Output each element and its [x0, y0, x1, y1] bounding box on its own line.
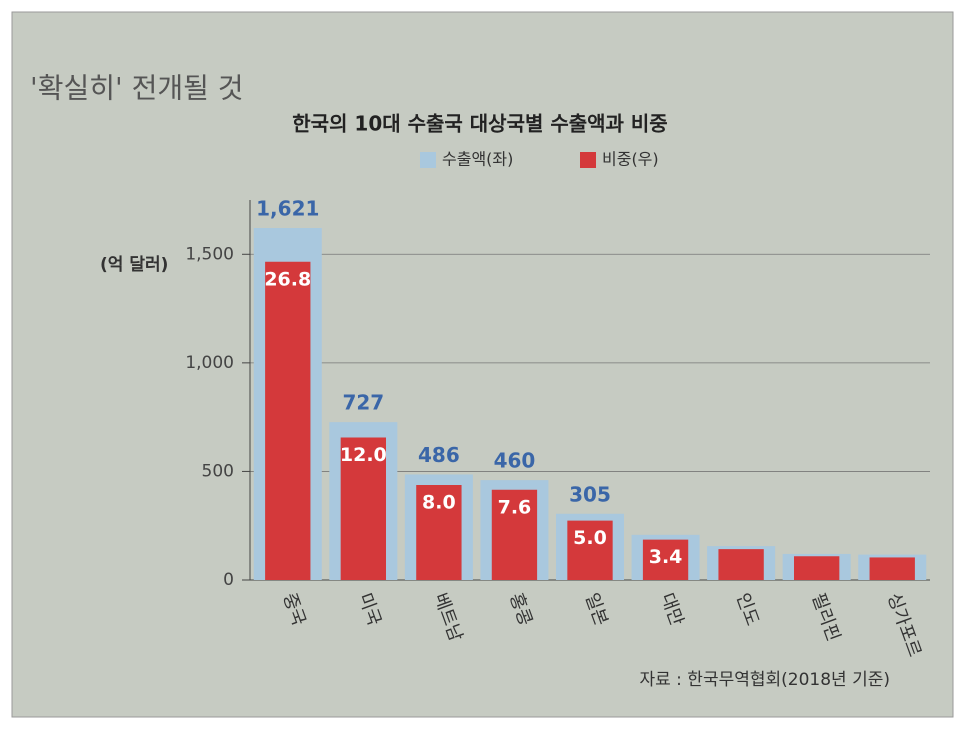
- value-label: 1,621: [256, 197, 319, 221]
- y-tick-label: 0: [223, 570, 234, 590]
- chart-title: 한국의 10대 수출국 대상국별 수출액과 비중: [292, 112, 667, 136]
- share-bar: [718, 549, 764, 580]
- y-tick-label: 1,500: [185, 244, 234, 264]
- share-bar: [869, 557, 915, 580]
- value-label: 8.0: [422, 492, 456, 514]
- photo-background: [11, 11, 954, 718]
- source-note: 자료 : 한국무역협회(2018년 기준): [639, 670, 890, 690]
- page-text: '확실히' 전개될 것: [30, 72, 244, 105]
- legend-label: 비중(우): [602, 150, 659, 169]
- share-bar: [340, 437, 386, 580]
- y-axis-label: (억 달러): [100, 254, 168, 275]
- share-bar: [265, 261, 311, 580]
- y-tick-label: 1,000: [185, 353, 234, 373]
- share-bar: [491, 489, 538, 580]
- value-label: 305: [569, 482, 611, 506]
- value-label: 486: [418, 443, 460, 467]
- value-label: 7.6: [498, 496, 532, 518]
- value-label: 3.4: [649, 546, 683, 568]
- share-bar: [642, 539, 689, 580]
- share-bar: [416, 485, 462, 580]
- value-label: 5.0: [573, 527, 607, 549]
- y-tick-label: 500: [202, 461, 234, 481]
- legend-swatch: [420, 152, 436, 168]
- value-label: 460: [494, 449, 536, 473]
- value-label: 26.8: [264, 268, 311, 290]
- share-bar: [567, 520, 613, 580]
- share-bar: [794, 556, 840, 580]
- value-label: 727: [342, 391, 384, 415]
- legend-label: 수출액(좌): [442, 150, 513, 169]
- legend-swatch: [580, 152, 596, 168]
- value-label: 12.0: [340, 444, 387, 466]
